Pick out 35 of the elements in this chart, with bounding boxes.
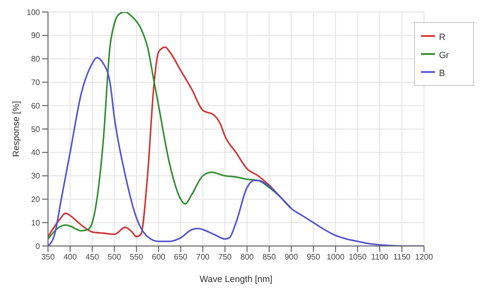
x-tick-label: 550: [130, 252, 144, 262]
legend-label: Gr: [439, 50, 449, 60]
x-tick-label: 350: [41, 252, 56, 262]
x-tick-label: 500: [108, 252, 122, 262]
y-tick-label: 60: [31, 101, 41, 110]
y-tick-label: 90: [31, 31, 41, 40]
y-tick-label: 20: [31, 195, 41, 204]
y-tick-label: 50: [31, 124, 41, 134]
y-tick-label: 40: [31, 148, 41, 158]
x-tick-label: 1000: [326, 252, 345, 262]
x-tick-label: 450: [86, 252, 100, 262]
y-axis-title: Response [%]: [11, 100, 22, 158]
x-tick-label: 1200: [415, 252, 434, 262]
x-tick-label: 900: [284, 252, 299, 262]
y-tick-label: 70: [31, 78, 41, 88]
x-tick-label: 700: [196, 252, 210, 262]
legend-label: B: [439, 68, 446, 78]
x-axis-title: Wave Length [nm]: [200, 274, 272, 284]
y-tick-label: 10: [31, 218, 41, 228]
x-tick-label: 950: [306, 252, 321, 262]
line-series: [48, 12, 292, 240]
legend-label: R: [439, 32, 446, 42]
x-tick-label: 1050: [348, 252, 368, 262]
x-tick-label: 1100: [371, 252, 389, 262]
x-tick-label: 400: [63, 252, 78, 262]
x-tick-label: 650: [174, 252, 188, 262]
x-tick-label: 750: [218, 252, 232, 262]
y-tick-label: 80: [31, 54, 41, 64]
y-tick-label: 100: [26, 8, 41, 17]
x-tick-label: 600: [152, 252, 166, 262]
x-tick-label: 800: [240, 252, 254, 262]
y-tick-label: 30: [31, 172, 41, 181]
x-tick-label: 850: [262, 252, 276, 262]
x-tick-label: 1150: [393, 252, 412, 262]
y-tick-label: 0: [36, 242, 41, 251]
